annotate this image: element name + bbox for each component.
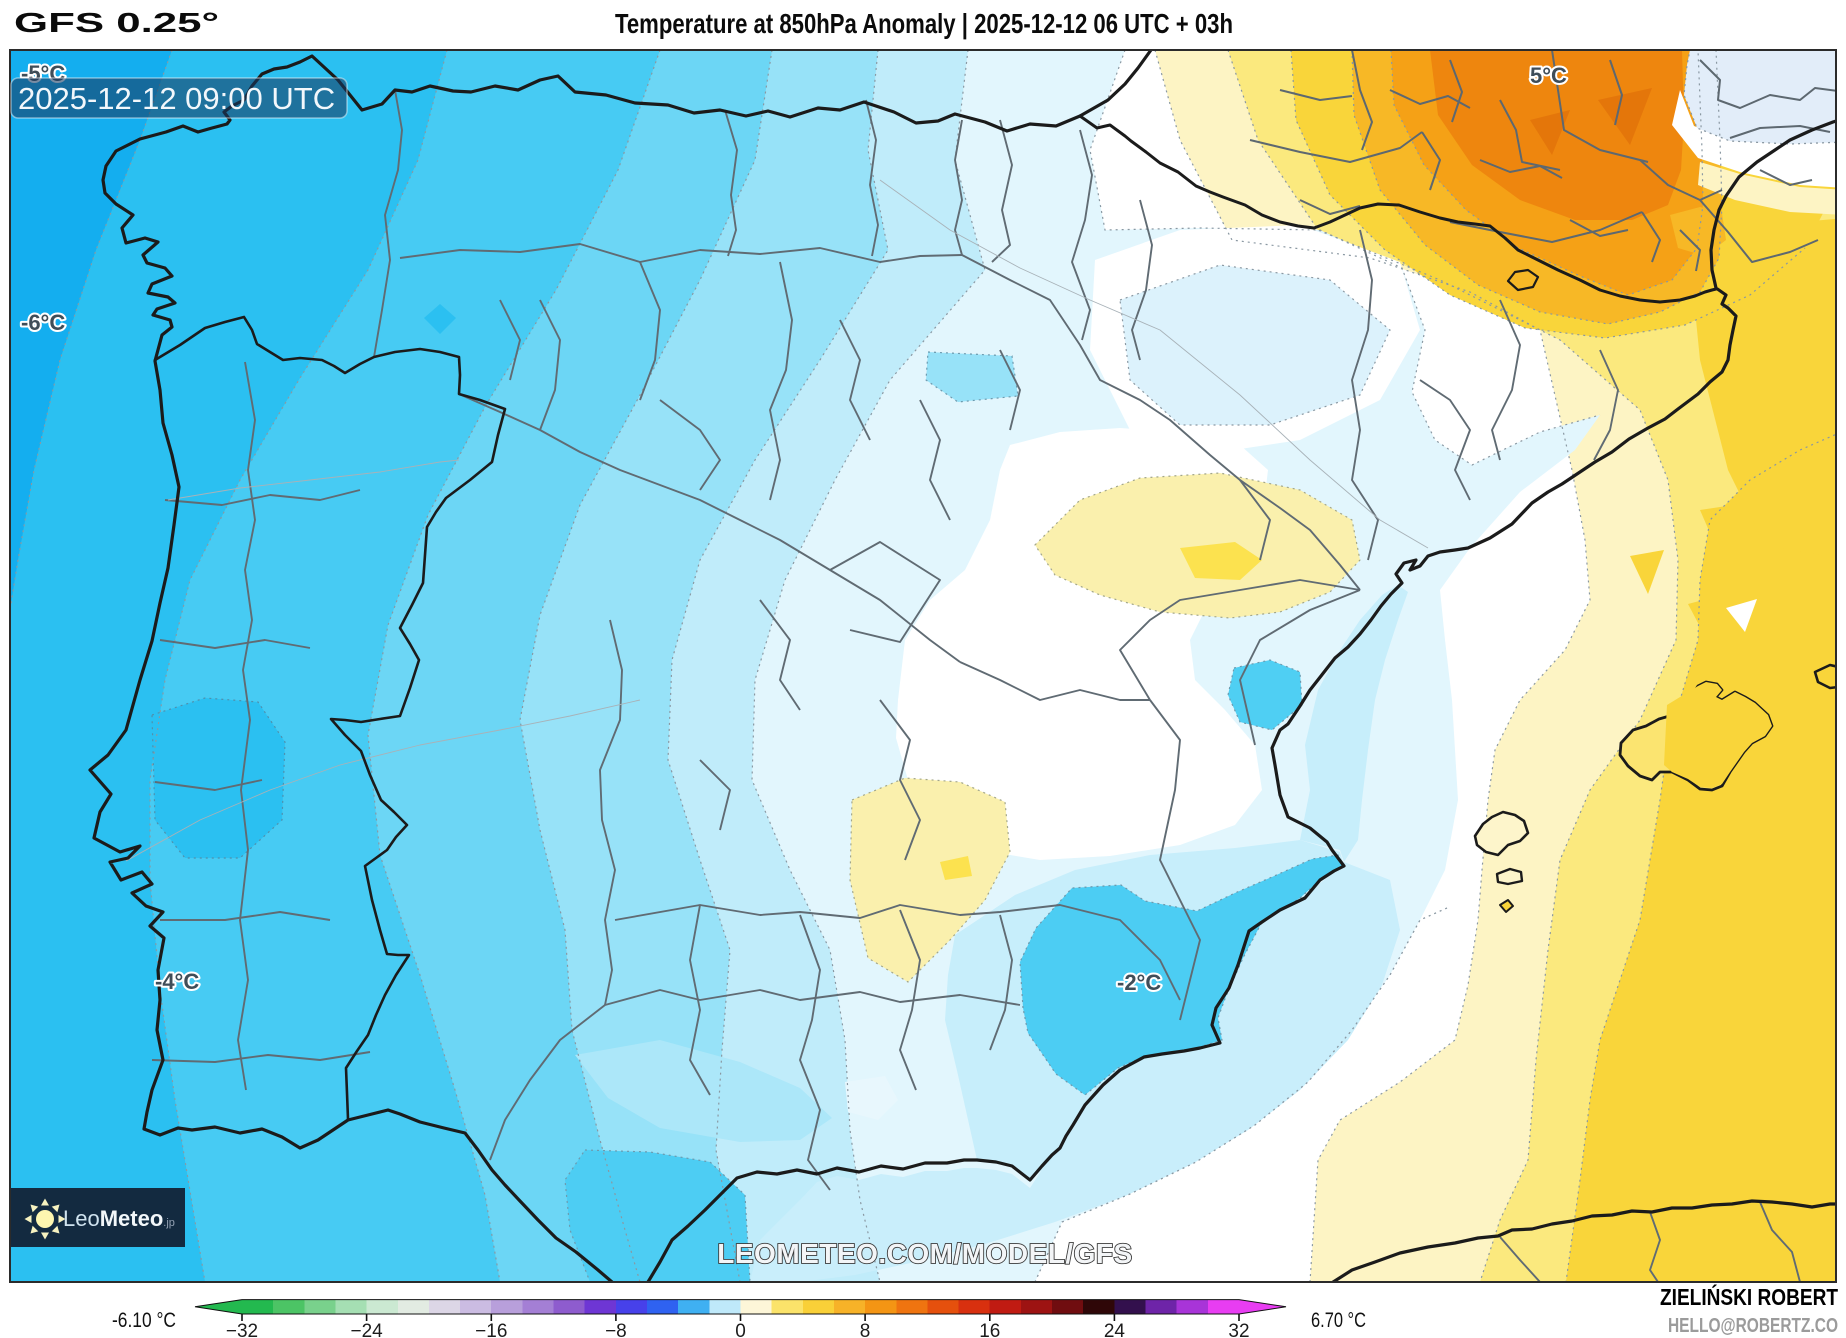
svg-text:−8: −8 — [605, 1321, 627, 1338]
svg-text:GFS 0.25°: GFS 0.25° — [14, 7, 219, 38]
svg-text:32: 32 — [1228, 1321, 1249, 1338]
svg-text:−24: −24 — [350, 1321, 383, 1338]
svg-text:-4°C: -4°C — [155, 969, 199, 994]
svg-text:−32: −32 — [226, 1321, 258, 1338]
svg-text:2025-12-12 09:00 UTC: 2025-12-12 09:00 UTC — [18, 81, 335, 116]
svg-text:0: 0 — [735, 1321, 746, 1338]
svg-text:24: 24 — [1104, 1321, 1126, 1338]
svg-text:Temperature at 850hPa Anomaly: Temperature at 850hPa Anomaly | 2025-12-… — [615, 8, 1233, 39]
svg-text:ZIELIŃSKI ROBERT: ZIELIŃSKI ROBERT — [1660, 1283, 1838, 1310]
svg-text:LeoMeteo.jp: LeoMeteo.jp — [63, 1206, 175, 1231]
svg-text:HELLO@ROBERTZ.CO: HELLO@ROBERTZ.CO — [1668, 1315, 1838, 1337]
svg-text:−16: −16 — [475, 1321, 507, 1338]
svg-text:LEOMETEO.COM/MODEL/GFS: LEOMETEO.COM/MODEL/GFS — [717, 1238, 1132, 1269]
svg-text:-2°C: -2°C — [1117, 970, 1161, 995]
svg-text:6.70 °C: 6.70 °C — [1311, 1309, 1366, 1332]
svg-text:16: 16 — [979, 1321, 1000, 1338]
svg-text:8: 8 — [860, 1321, 871, 1338]
svg-text:-6°C: -6°C — [21, 310, 65, 335]
svg-text:5°C: 5°C — [1530, 63, 1567, 88]
svg-text:-6.10 °C: -6.10 °C — [112, 1309, 176, 1332]
